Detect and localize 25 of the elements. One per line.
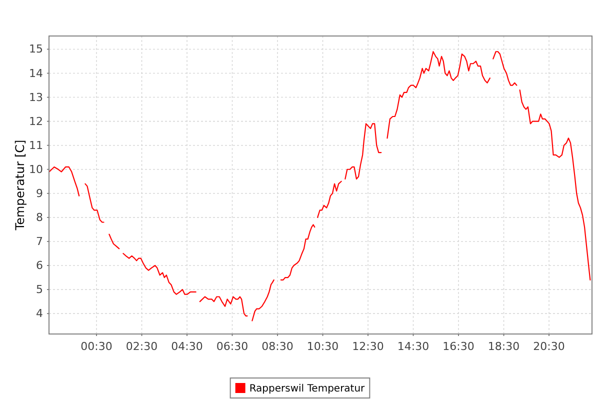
x-tick-label: 02:30 (126, 340, 158, 353)
y-tick-label: 15 (29, 42, 43, 56)
x-tick-label: 00:30 (80, 340, 112, 353)
x-tick-label: 18:30 (488, 340, 520, 353)
y-tick-label: 6 (36, 259, 43, 272)
y-tick-label: 12 (29, 114, 43, 128)
y-tick-label: 5 (36, 283, 43, 296)
x-tick-label: 08:30 (262, 340, 294, 353)
y-tick-label: 8 (36, 210, 43, 224)
x-tick-label: 14:30 (397, 340, 430, 353)
y-tick-label: 14 (29, 66, 43, 80)
legend-label: Rapperswil Temperatur (249, 384, 366, 394)
x-tick-label: 12:30 (352, 340, 384, 353)
y-tick-label: 4 (36, 307, 43, 320)
y-tick-label: 11 (29, 138, 43, 152)
x-tick-label: 20:30 (533, 340, 565, 353)
x-tick-label: 04:30 (171, 340, 203, 353)
y-tick-label: 9 (36, 186, 43, 200)
x-tick-label: 10:30 (306, 340, 339, 353)
y-axis-title: Temperatur [C] (13, 140, 27, 232)
y-tick-label: 10 (29, 162, 43, 176)
y-tick-label: 13 (29, 90, 43, 104)
x-tick-label: 16:30 (442, 340, 474, 353)
y-tick-label: 7 (36, 234, 43, 248)
x-tick-label: 06:30 (216, 340, 248, 353)
